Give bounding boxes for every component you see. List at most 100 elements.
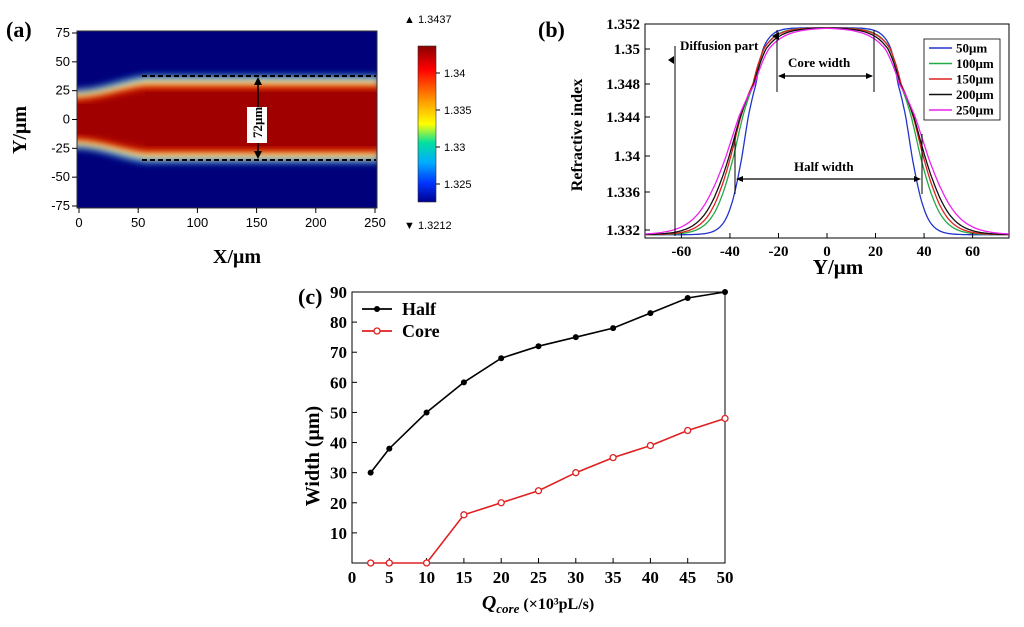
x-tick-label: 0 xyxy=(75,215,82,230)
data-point-core xyxy=(684,426,692,435)
data-point-half xyxy=(684,295,691,302)
x-tick-label: 45 xyxy=(679,568,696,587)
data-point-core xyxy=(460,511,468,519)
panel-a-heatmap xyxy=(77,31,377,208)
width-annotation: 72μm xyxy=(250,107,265,138)
legend-label: 100μm xyxy=(956,56,994,71)
data-point-half xyxy=(535,343,542,350)
panel-b-ylabel: Refractive index xyxy=(569,79,586,191)
y-tick-label: 40 xyxy=(330,434,347,453)
data-point-half xyxy=(722,289,728,295)
data-point-core xyxy=(497,499,505,507)
x-tick-label: 40 xyxy=(917,244,932,260)
colorbar-max: ▲ 1.3437 xyxy=(404,14,452,26)
colorbar-ticks: 1.34 1.335 1.33 1.325 xyxy=(436,68,472,191)
xlabel-q: Q xyxy=(482,592,496,614)
xlabel-unit: (×10³pL/s) xyxy=(519,596,594,613)
y-tick-label: -25 xyxy=(51,140,70,155)
x-tick-label: 100 xyxy=(187,215,209,230)
x-tick-label: 35 xyxy=(605,568,622,587)
y-tick-label: 80 xyxy=(330,313,347,332)
panel-b-xlabel: Y/μm xyxy=(813,255,864,279)
x-tick-label: 250 xyxy=(364,215,386,230)
series-line-half xyxy=(369,291,726,474)
x-tick-label: 50 xyxy=(717,568,734,587)
series-line-core xyxy=(370,417,726,564)
panel-c-legend: Half Core xyxy=(362,299,440,341)
x-tick-label: 10 xyxy=(418,568,435,587)
data-point-half xyxy=(367,469,374,476)
data-point-core xyxy=(366,559,375,567)
colorbar-min: ▼ 1.3212 xyxy=(404,220,452,232)
colorbar xyxy=(417,45,437,203)
data-point-half xyxy=(423,409,430,416)
y-tick-label: 50 xyxy=(56,54,70,69)
x-tick-label: 40 xyxy=(642,568,659,587)
y-tick-label: 1.34 xyxy=(614,149,641,165)
annotation-half-width: Half width xyxy=(794,159,854,174)
x-tick-label: -60 xyxy=(671,244,691,260)
x-tick-label: 0 xyxy=(823,244,831,260)
x-tick-label: 25 xyxy=(530,568,547,587)
y-tick-label: 30 xyxy=(330,464,347,483)
x-tick-label: 30 xyxy=(567,568,584,587)
data-point-core xyxy=(422,559,431,567)
panel-c-plot: 0 5 10 15 20 25 30 35 40 45 50 10 20 30 40 50 60 70 80 90 xyxy=(330,283,734,587)
x-tick-label: 0 xyxy=(348,568,357,587)
data-point-core xyxy=(721,414,729,423)
data-point-half xyxy=(610,325,617,332)
x-tick-label: 15 xyxy=(455,568,472,587)
data-point-core xyxy=(646,441,655,450)
x-tick-label: -40 xyxy=(720,244,740,260)
panel-c: (c) 0 5 10 15 20 25 30 35 40 45 50 10 20 30 40 50 60 70 80… xyxy=(298,283,734,616)
colorbar-tick: 1.335 xyxy=(444,105,472,117)
panel-a: (a) 72μm 0 50 100 150 200 2507550250-25-50-75… xyxy=(6,14,472,268)
legend-half-marker xyxy=(374,306,380,312)
y-tick-label: 75 xyxy=(56,25,70,40)
colorbar-tick: 1.33 xyxy=(444,142,465,154)
y-tick-label: 1.332 xyxy=(606,223,640,239)
panel-b-label: (b) xyxy=(538,17,565,42)
y-tick-label: 20 xyxy=(330,494,347,513)
legend-label: 200μm xyxy=(956,87,994,102)
y-tick-label: 10 xyxy=(330,524,347,543)
x-tick-label: -20 xyxy=(768,244,788,260)
y-tick-label: 70 xyxy=(330,343,347,362)
y-tick-label: 1.344 xyxy=(606,110,640,126)
xlabel-sub: core xyxy=(496,601,519,616)
panel-b-annotations xyxy=(668,30,923,236)
panel-b-curves xyxy=(644,27,1010,236)
legend-core-marker xyxy=(373,327,381,335)
panel-a-xlabel: X/μm xyxy=(213,246,261,268)
data-point-core xyxy=(572,469,580,477)
y-tick-label: 60 xyxy=(330,373,347,392)
y-tick-label: 50 xyxy=(330,403,347,422)
y-tick-label: 1.336 xyxy=(606,185,640,201)
x-tick-label: 50 xyxy=(131,215,145,230)
legend-half-label: Half xyxy=(402,299,437,319)
annotation-box xyxy=(247,107,267,143)
panel-c-label: (c) xyxy=(298,284,322,309)
profile-line-250μm xyxy=(645,27,1009,235)
data-point-core xyxy=(385,559,393,567)
y-tick-label: -50 xyxy=(51,169,70,184)
panel-a-ylabel: Y/μm xyxy=(9,106,31,154)
data-point-half xyxy=(572,334,579,341)
data-point-core xyxy=(609,453,617,462)
x-tick-label: 5 xyxy=(385,568,394,587)
y-tick-label: 0 xyxy=(63,112,70,127)
data-point-half xyxy=(386,445,393,452)
y-tick-label: 1.352 xyxy=(606,17,640,33)
x-tick-label: 150 xyxy=(246,215,268,230)
panel-a-label: (a) xyxy=(6,17,32,42)
legend-label: 150μm xyxy=(956,72,994,87)
panel-c-xlabel: Qcore (×10³pL/s) xyxy=(482,592,594,616)
x-tick-label: 200 xyxy=(305,215,327,230)
y-tick-label: 1.348 xyxy=(606,77,640,93)
y-tick-label: -75 xyxy=(51,198,70,213)
data-point-half xyxy=(647,310,654,317)
colorbar-tick: 1.325 xyxy=(444,179,472,191)
